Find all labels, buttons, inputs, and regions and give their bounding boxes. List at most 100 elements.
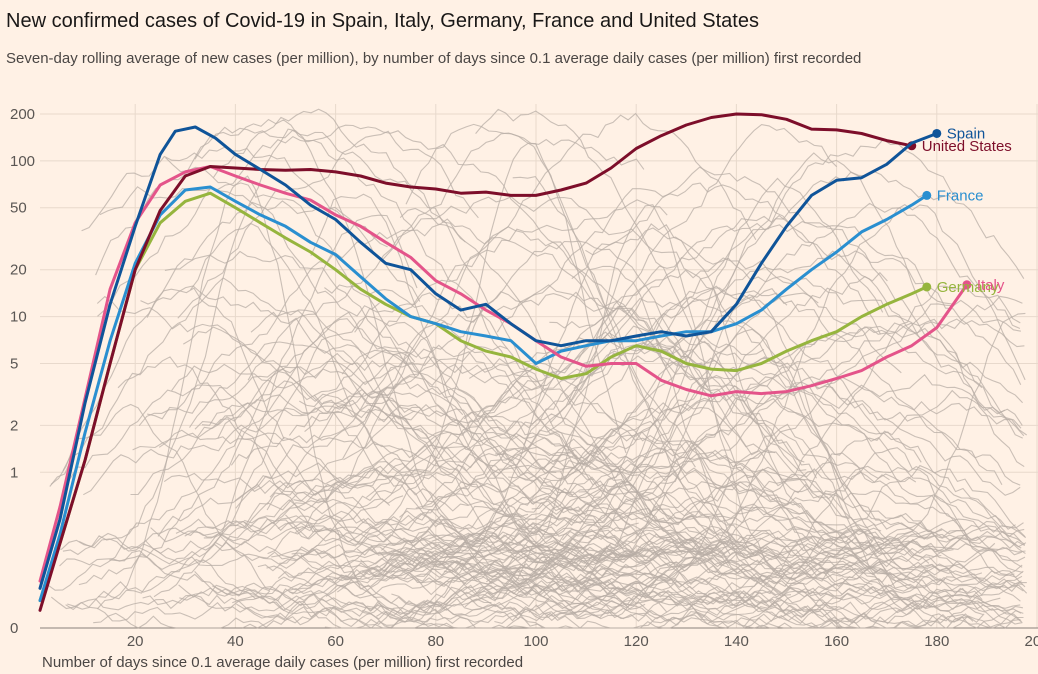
chart-title: New confirmed cases of Covid-19 in Spain… xyxy=(6,10,759,32)
background-country-line xyxy=(561,202,1021,473)
series-line-spain xyxy=(38,125,939,590)
background-country-line xyxy=(545,530,824,617)
x-tick-label: 80 xyxy=(427,633,444,650)
axis-ticks: 20 40 60 80 100 120 140 160 180 200 0 1 2 5 10 20 50 100 2… xyxy=(10,106,1038,650)
background-country-line xyxy=(61,384,619,563)
background-country-line xyxy=(579,328,1023,612)
background-country-line xyxy=(59,553,271,600)
background-country-lines xyxy=(47,108,1028,629)
x-tick-label: 140 xyxy=(724,633,749,650)
x-tick-label: 180 xyxy=(924,633,949,650)
background-country-line xyxy=(339,500,882,597)
background-country-line xyxy=(424,437,974,629)
series-line-france xyxy=(38,185,929,603)
series-label-france: France xyxy=(937,187,984,204)
x-tick-label: 20 xyxy=(127,633,144,650)
background-country-line xyxy=(212,402,942,596)
y-tick-label: 1 xyxy=(10,464,18,481)
background-country-line xyxy=(65,593,390,628)
background-country-line xyxy=(485,389,1006,596)
x-tick-label: 120 xyxy=(624,633,649,650)
background-country-line xyxy=(503,509,873,585)
background-country-line xyxy=(520,152,1025,552)
background-country-line xyxy=(78,538,568,629)
background-country-line xyxy=(371,312,1026,566)
background-country-line xyxy=(495,355,1022,551)
background-country-line xyxy=(294,257,1025,532)
background-country-line xyxy=(194,126,466,243)
background-country-line xyxy=(146,200,388,318)
background-country-line xyxy=(365,220,953,498)
background-country-line xyxy=(341,356,1027,548)
background-country-line xyxy=(189,341,574,497)
background-country-line xyxy=(47,128,635,609)
background-country-line xyxy=(415,438,890,547)
background-country-line xyxy=(95,118,578,458)
background-country-line xyxy=(158,388,415,448)
background-country-line xyxy=(369,466,1024,573)
background-country-line xyxy=(487,250,1022,479)
background-country-line xyxy=(78,302,380,586)
y-tick-label: 0 xyxy=(10,620,18,637)
background-country-line xyxy=(377,404,1025,560)
background-country-line xyxy=(97,124,715,395)
background-country-line xyxy=(568,223,983,576)
series-end-point-italy xyxy=(962,280,972,290)
background-country-line xyxy=(190,222,770,572)
background-country-line xyxy=(573,124,838,389)
background-country-line xyxy=(83,399,761,552)
background-country-line xyxy=(67,590,834,629)
background-country-line xyxy=(50,315,615,610)
background-country-line xyxy=(543,318,1025,482)
background-country-line xyxy=(420,295,1023,553)
background-country-line xyxy=(336,575,1022,629)
background-country-line xyxy=(508,525,742,557)
series-label-italy: Italy xyxy=(977,277,1005,294)
background-country-line xyxy=(354,292,1024,592)
background-country-line xyxy=(339,556,912,595)
background-country-line xyxy=(229,444,915,556)
background-country-line xyxy=(232,398,1022,605)
series-label-spain: Spain xyxy=(947,125,985,142)
background-country-line xyxy=(391,373,1023,555)
background-country-line xyxy=(153,214,418,598)
background-country-line xyxy=(291,548,525,623)
background-country-line xyxy=(531,377,1021,510)
background-country-line xyxy=(212,108,537,387)
y-tick-label: 2 xyxy=(10,417,18,434)
background-country-line xyxy=(150,332,850,543)
series-line-germany xyxy=(38,191,929,603)
background-country-line xyxy=(356,420,696,557)
background-country-line xyxy=(93,601,921,629)
background-country-line xyxy=(365,291,817,479)
background-country-line xyxy=(523,214,983,446)
background-country-line xyxy=(120,529,873,569)
background-country-line xyxy=(416,464,1026,598)
y-tick-label: 200 xyxy=(10,106,35,123)
background-country-line xyxy=(194,402,730,567)
background-country-line xyxy=(117,277,668,613)
background-country-line xyxy=(165,157,557,474)
background-country-line xyxy=(247,196,1023,568)
background-country-line xyxy=(184,112,757,538)
y-tick-label: 20 xyxy=(10,262,27,279)
y-tick-label: 50 xyxy=(10,200,27,217)
background-country-line xyxy=(177,130,479,319)
background-country-line xyxy=(431,521,1026,619)
background-country-line xyxy=(568,451,946,589)
background-country-line xyxy=(304,387,846,629)
x-tick-label: 100 xyxy=(523,633,548,650)
background-country-line xyxy=(324,284,1024,578)
series-label-germany: Germany xyxy=(937,279,999,296)
series-end-point-france xyxy=(922,190,932,200)
background-country-line xyxy=(399,440,776,521)
series-end-point-germany xyxy=(922,282,932,292)
series-label-united-states: United States xyxy=(922,138,1012,155)
y-tick-label: 100 xyxy=(10,153,35,170)
background-country-line xyxy=(496,182,881,335)
background-country-line xyxy=(273,594,838,622)
background-country-line xyxy=(549,170,1025,424)
x-axis-label: Number of days since 0.1 average daily c… xyxy=(42,654,524,671)
